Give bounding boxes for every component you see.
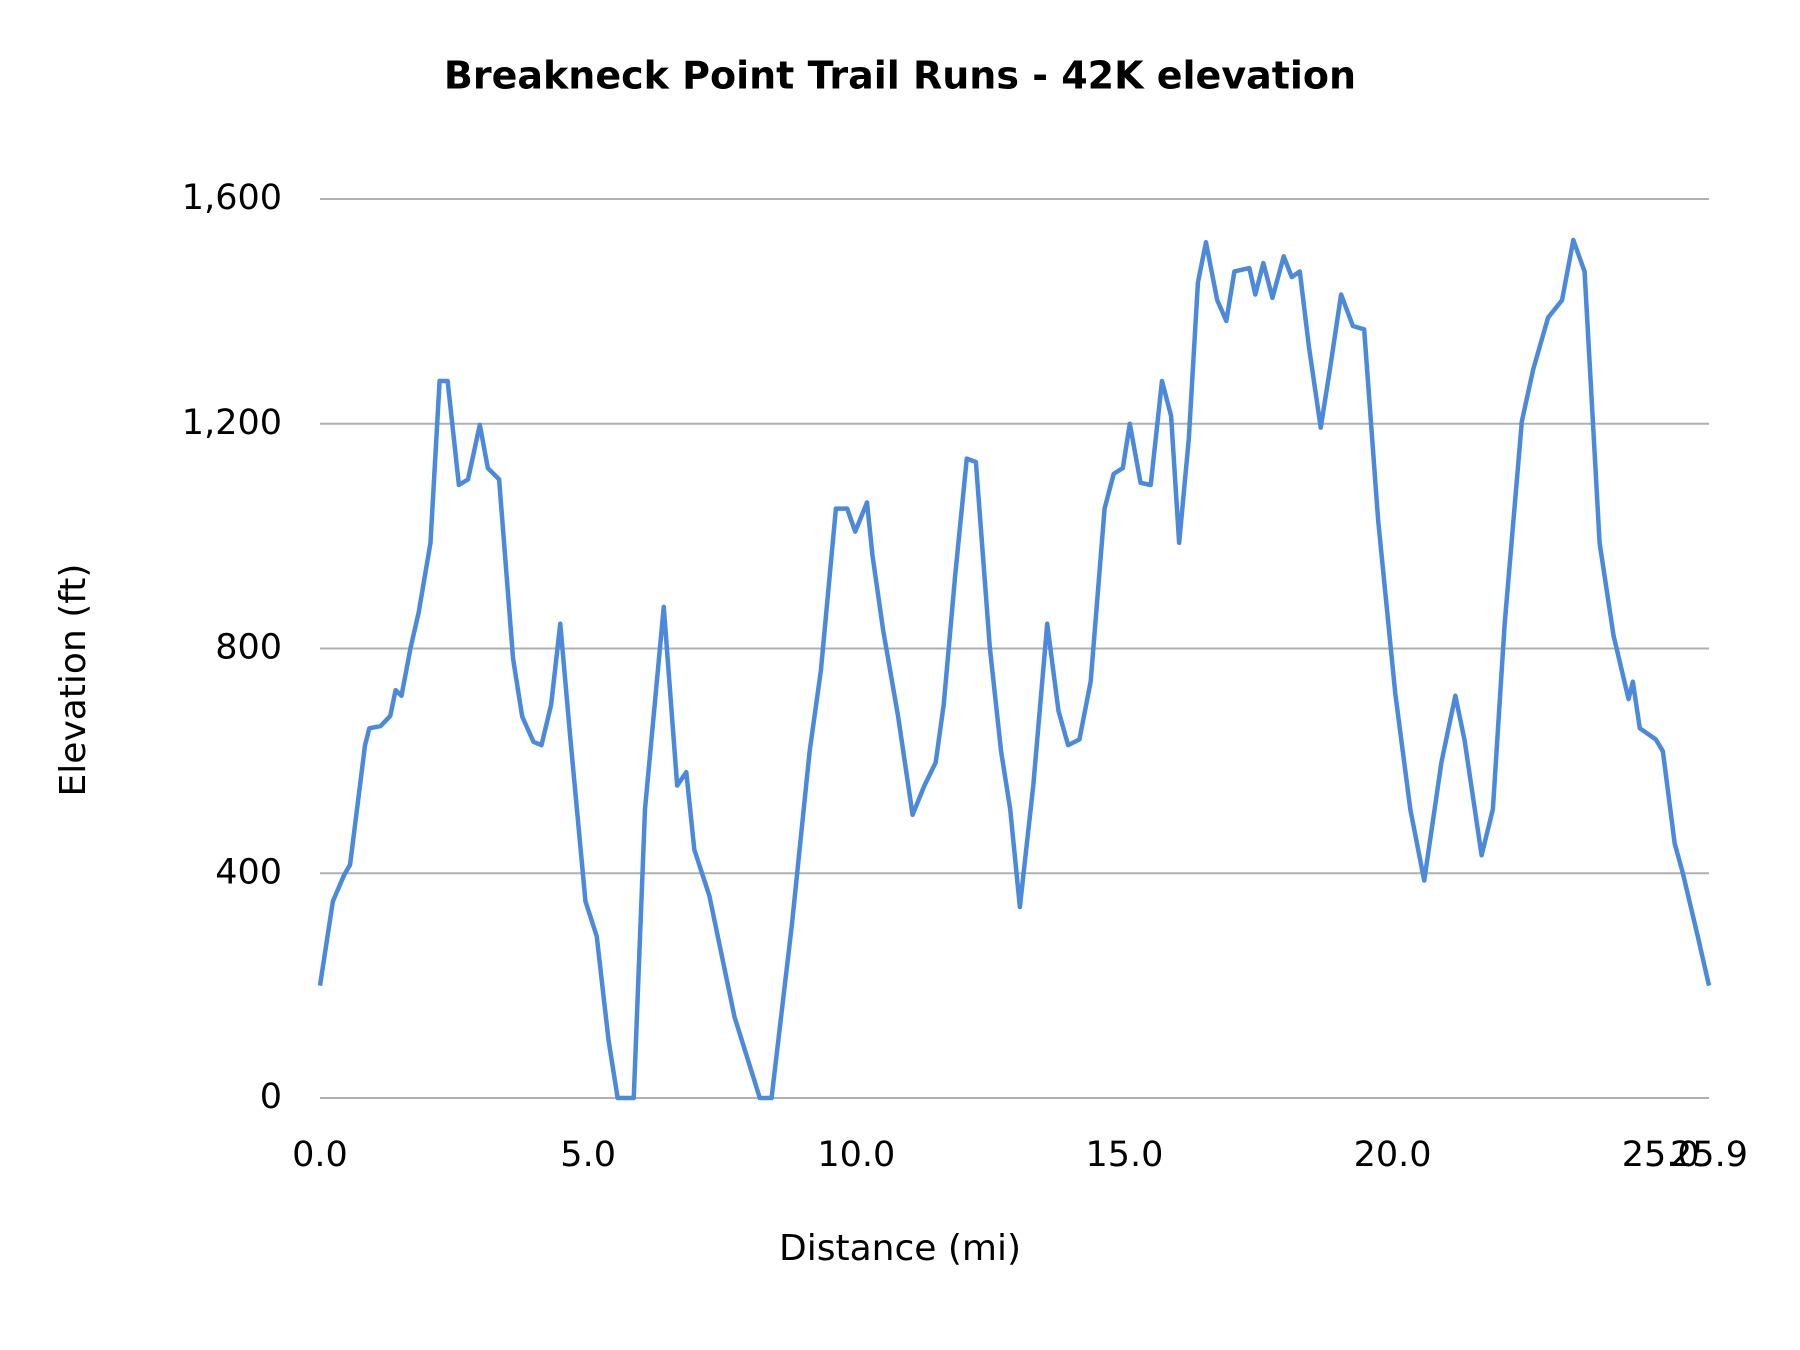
- y-tick-label: 0: [260, 1077, 282, 1117]
- x-tick-label: 15.0: [1085, 1135, 1163, 1175]
- elevation-line: [317, 237, 1712, 1101]
- x-tick-label: 20.0: [1354, 1135, 1432, 1175]
- x-axis-title: Distance (mi): [779, 1228, 1021, 1269]
- x-tick-label: 10.0: [817, 1135, 895, 1175]
- y-tick-label: 1,200: [182, 403, 282, 443]
- x-tick-label: 0.0: [292, 1135, 348, 1175]
- y-tick-label: 400: [215, 852, 282, 892]
- y-axis-title: Elevation (ft): [53, 564, 94, 797]
- x-tick-label: 5.0: [560, 1135, 616, 1175]
- y-tick-label: 1,600: [182, 178, 282, 218]
- x-tick-label: 25.9: [1670, 1135, 1748, 1175]
- y-tick-label: 800: [215, 628, 282, 668]
- chart-title: Breakneck Point Trail Runs - 42K elevati…: [444, 54, 1356, 98]
- x-tick-label: 25.0: [1622, 1135, 1700, 1175]
